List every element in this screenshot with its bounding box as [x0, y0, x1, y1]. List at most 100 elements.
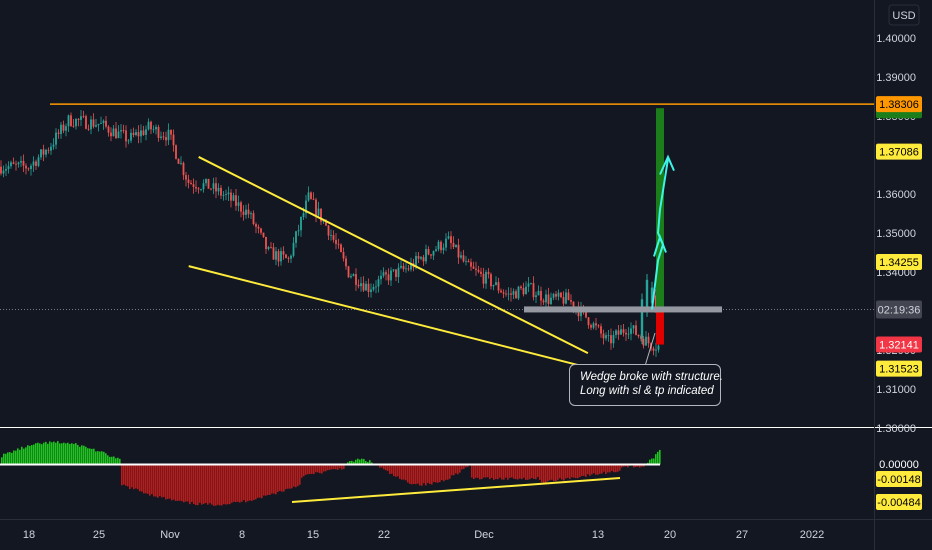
price-pane[interactable] — [0, 103, 874, 369]
oscillator-pane[interactable] — [0, 441, 661, 506]
histogram-bar — [461, 464, 463, 470]
histogram-bar — [189, 464, 191, 505]
histogram-bar — [173, 464, 175, 500]
histogram-bar — [115, 458, 117, 465]
stop-loss-zone[interactable] — [656, 309, 664, 345]
histogram-bar — [467, 464, 469, 467]
candle-body — [200, 189, 202, 191]
candle-body — [522, 288, 525, 295]
histogram-bar — [643, 464, 645, 467]
candle-body — [397, 267, 400, 278]
histogram-bar — [313, 464, 315, 475]
histogram-bar — [519, 464, 521, 479]
candle-body — [500, 290, 502, 293]
histogram-bar — [75, 443, 77, 465]
candle-body — [475, 268, 477, 270]
price-label-target-1[interactable]: 1.34255 — [876, 254, 922, 271]
histogram-bar — [475, 464, 477, 478]
candle-body — [502, 292, 505, 294]
candle-body — [592, 323, 595, 328]
candle-body — [177, 158, 180, 164]
oscillator-label[interactable]: 0.00000 — [879, 459, 919, 471]
currency-badge[interactable]: USD — [888, 4, 920, 26]
histogram-bar — [67, 442, 69, 465]
candle-body — [337, 243, 340, 245]
candle-body — [532, 283, 535, 298]
candle-body — [407, 268, 410, 270]
candle-body — [327, 225, 330, 236]
path-arrow-icon[interactable] — [651, 154, 675, 310]
price-label-resistance-level[interactable]: 1.38306 — [876, 96, 922, 113]
candle-body — [470, 262, 472, 267]
candle-body — [227, 192, 230, 195]
histogram-bar — [325, 464, 327, 472]
countdown-label[interactable]: 02:19:36 — [876, 300, 922, 319]
histogram-bar — [553, 464, 555, 481]
histogram-bar — [89, 448, 91, 465]
candle-body — [265, 236, 267, 249]
histogram-bar — [463, 464, 465, 469]
histogram-bar — [33, 444, 35, 465]
histogram-bar — [187, 464, 189, 502]
time-axis[interactable]: 18 25 Nov 8 15 22 Dec 13 20 27 2022 — [23, 529, 824, 541]
histogram-bar — [23, 448, 25, 465]
histogram-bar — [191, 464, 193, 502]
oscillator-label-text: -0.00484 — [877, 497, 920, 509]
candle-body — [220, 187, 222, 196]
histogram-bar — [147, 464, 149, 494]
candle-body — [535, 295, 537, 298]
histogram-bar — [537, 464, 539, 478]
histogram-bar — [513, 464, 515, 479]
histogram-bar — [107, 455, 109, 465]
candle-body — [272, 247, 275, 260]
histogram-bar — [507, 464, 509, 480]
candle-body — [387, 274, 390, 281]
divergence-line[interactable] — [291, 477, 621, 503]
histogram-bar — [319, 464, 321, 474]
price-label-wedge-low[interactable]: 1.31523 — [876, 360, 922, 377]
candle-body — [562, 297, 565, 304]
wedge-upper-line[interactable] — [198, 156, 589, 355]
candle-body — [300, 217, 302, 231]
histogram-bar — [593, 464, 595, 474]
candle-body — [215, 183, 217, 192]
entry-zone[interactable] — [524, 306, 722, 313]
histogram-bar — [613, 464, 615, 473]
histogram-bar — [225, 464, 227, 505]
histogram-bar — [509, 464, 511, 478]
candle-body — [195, 186, 197, 189]
histogram-bar — [451, 464, 453, 476]
annotation-box[interactable]: Wedge broke with structure. Long with sl… — [569, 364, 723, 406]
price-label-target-2[interactable]: 1.37086 — [876, 143, 922, 160]
histogram-bar — [617, 464, 619, 472]
candle-body — [137, 132, 140, 137]
candle-body — [417, 256, 420, 259]
oscillator-axis[interactable]: 0.00000 -0.00148 -0.00484 — [876, 459, 922, 510]
histogram-bar — [9, 452, 11, 465]
time-tick-label: 25 — [93, 529, 105, 541]
histogram-bar — [17, 448, 19, 465]
price-label-text: 1.32141 — [879, 340, 919, 352]
price-axis[interactable]: 1.400001.390001.380001.370001.360001.350… — [876, 33, 922, 435]
histogram-bar — [53, 441, 55, 465]
candle-body — [410, 263, 412, 270]
candle-body — [547, 294, 550, 304]
candles[interactable] — [0, 109, 660, 357]
candle-body — [202, 183, 205, 190]
wedge-lower-line[interactable] — [188, 265, 589, 369]
candle-body — [280, 251, 282, 262]
candle-body — [145, 129, 147, 135]
histogram-bar — [35, 443, 37, 465]
histogram-bar — [185, 464, 187, 502]
histogram-bar — [41, 444, 43, 465]
histogram[interactable] — [1, 441, 661, 506]
histogram-bar — [489, 464, 491, 480]
oscillator-label[interactable]: -0.00484 — [876, 494, 922, 510]
candle-body — [652, 348, 655, 351]
candle-body — [7, 166, 10, 170]
price-label-stop-loss[interactable]: 1.32141 — [876, 336, 922, 353]
candle-body — [367, 283, 370, 292]
oscillator-label[interactable]: -0.00148 — [876, 471, 922, 487]
histogram-bar — [31, 445, 33, 465]
